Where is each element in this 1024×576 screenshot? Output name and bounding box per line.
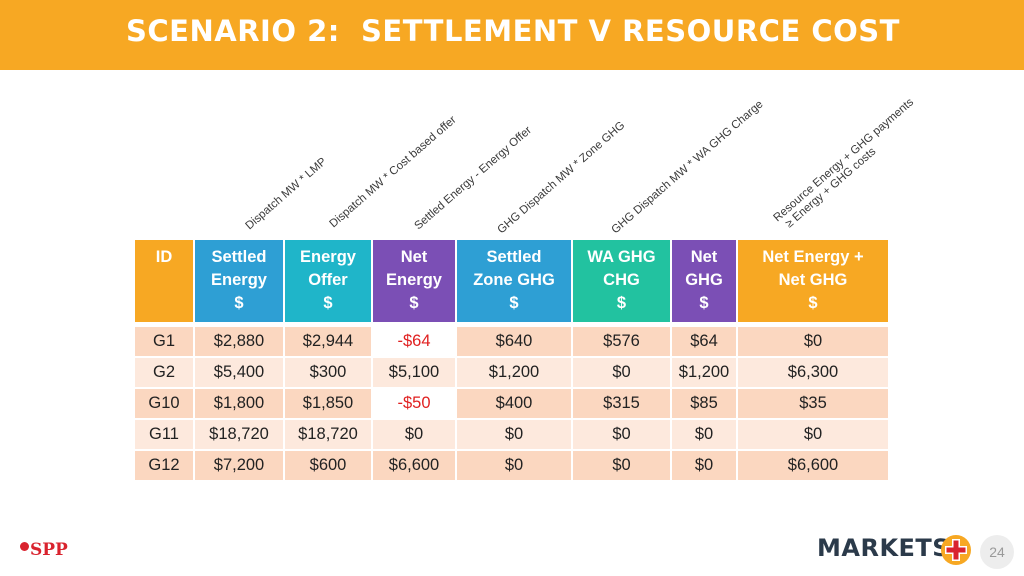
table-cell: $0 <box>672 451 736 480</box>
table-cell: -$64 <box>373 327 455 356</box>
header-line: GHG <box>685 271 723 289</box>
table-row: G2 $5,400 $300 $5,100 $1,200 $0 $1,200 $6,300 <box>135 358 890 387</box>
header-line: $ <box>808 294 818 312</box>
header-line: $ <box>234 294 244 312</box>
header-cell: Settled Energy $ <box>195 240 283 322</box>
header-line: Net Energy + <box>762 248 864 266</box>
table-cell: $0 <box>573 358 670 387</box>
table-header-row: ID Settled Energy $ Energy Offer $ Net Energy $ Se… <box>135 240 890 322</box>
table-cell: G12 <box>135 451 193 480</box>
table-cell: $64 <box>672 327 736 356</box>
spp-logo-text: SPP <box>30 540 68 560</box>
header-line: Net GHG <box>778 271 848 289</box>
table-row: G11 $18,720 $18,720 $0 $0 $0 $0 $0 <box>135 420 890 449</box>
header-line: Settled <box>486 248 542 266</box>
table-cell: G2 <box>135 358 193 387</box>
table-cell: $0 <box>672 420 736 449</box>
table-cell: $0 <box>573 420 670 449</box>
table-cell: $1,850 <box>285 389 371 418</box>
markets-logo: MARKETS <box>817 534 951 562</box>
table-row: G1 $2,880 $2,944 -$64 $640 $576 $64 $0 <box>135 327 890 356</box>
slide-title: SCENARIO 2: SETTLEMENT V RESOURCE COST <box>126 14 900 48</box>
header-line: Net <box>400 248 428 266</box>
table-cell: $0 <box>457 420 571 449</box>
annotation-wa-ghg-chg: GHG Dispatch MW * WA GHG Charge <box>609 98 766 237</box>
header-cell: Settled Zone GHG $ <box>457 240 571 322</box>
table-cell: $18,720 <box>195 420 283 449</box>
table-cell: $85 <box>672 389 736 418</box>
page-number: 24 <box>980 535 1014 569</box>
table-cell: $1,800 <box>195 389 283 418</box>
table-cell: $2,880 <box>195 327 283 356</box>
table-cell: $0 <box>738 420 888 449</box>
table-cell: $1,200 <box>457 358 571 387</box>
table-body: G1 $2,880 $2,944 -$64 $640 $576 $64 $0 G2 $5,400 $… <box>135 327 890 480</box>
table-cell: $0 <box>373 420 455 449</box>
header-line: $ <box>323 294 333 312</box>
header-cell: Net GHG $ <box>672 240 736 322</box>
table-row: G10 $1,800 $1,850 -$50 $400 $315 $85 $35 <box>135 389 890 418</box>
table-cell: $18,720 <box>285 420 371 449</box>
header-line: $ <box>699 294 709 312</box>
table-row: G12 $7,200 $600 $6,600 $0 $0 $0 $6,600 <box>135 451 890 480</box>
spp-logo: SPP <box>20 540 68 560</box>
header-line: $ <box>409 294 419 312</box>
spp-mark-icon <box>20 542 29 551</box>
table-cell: G1 <box>135 327 193 356</box>
table-cell: -$50 <box>373 389 455 418</box>
table-cell: G11 <box>135 420 193 449</box>
annotation-resource-payments-2: ≥ Energy + GHG costs <box>783 145 879 231</box>
header-line: ID <box>155 248 173 266</box>
table-cell: $400 <box>457 389 571 418</box>
header-line: Zone GHG <box>473 271 555 289</box>
table-cell: $315 <box>573 389 670 418</box>
header-line: $ <box>616 294 627 312</box>
table-cell: $5,400 <box>195 358 283 387</box>
header-cell: WA GHG CHG $ <box>573 240 670 322</box>
header-line: $ <box>509 294 519 312</box>
header-line: WA GHG <box>587 248 656 266</box>
table-cell: G10 <box>135 389 193 418</box>
table-cell: $0 <box>457 451 571 480</box>
table-cell: $2,944 <box>285 327 371 356</box>
header-line: Energy <box>386 271 442 289</box>
markets-plus-icon <box>941 535 971 565</box>
header-line: Settled <box>211 248 267 266</box>
header-line: Energy <box>300 248 356 266</box>
table-cell: $576 <box>573 327 670 356</box>
table-cell: $6,300 <box>738 358 888 387</box>
table-cell: $35 <box>738 389 888 418</box>
table-cell: $640 <box>457 327 571 356</box>
header-line: Offer <box>308 271 348 289</box>
table-cell: $300 <box>285 358 371 387</box>
settlement-table: ID Settled Energy $ Energy Offer $ Net Energy $ Se… <box>135 240 890 482</box>
header-cell: Net Energy $ <box>373 240 455 322</box>
table-cell: $6,600 <box>373 451 455 480</box>
header-line: Energy <box>211 271 267 289</box>
table-cell: $1,200 <box>672 358 736 387</box>
table-cell: $0 <box>738 327 888 356</box>
header-cell: ID <box>135 240 193 322</box>
header-line: Net <box>690 248 718 266</box>
title-bar: SCENARIO 2: SETTLEMENT V RESOURCE COST <box>0 0 1024 70</box>
header-cell: Net Energy + Net GHG $ <box>738 240 888 322</box>
header-line: CHG <box>603 271 640 289</box>
table-cell: $600 <box>285 451 371 480</box>
header-cell: Energy Offer $ <box>285 240 371 322</box>
table-cell: $5,100 <box>373 358 455 387</box>
table-cell: $0 <box>573 451 670 480</box>
annotation-settled-energy: Dispatch MW * LMP <box>243 155 329 233</box>
table-cell: $6,600 <box>738 451 888 480</box>
annotation-resource-payments-1: Resource Energy + GHG payments <box>771 96 917 225</box>
table-cell: $7,200 <box>195 451 283 480</box>
